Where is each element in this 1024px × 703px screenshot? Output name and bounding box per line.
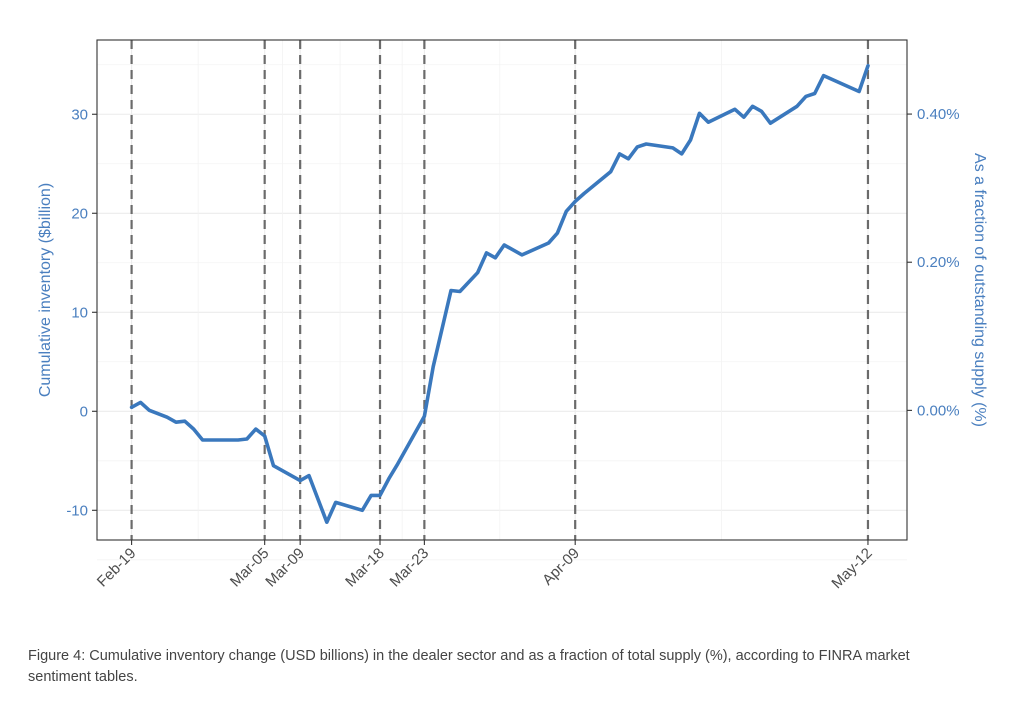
plot-panel-border bbox=[96, 39, 908, 541]
right-y-axis-title: As a fraction of outstanding supply (%) bbox=[971, 153, 988, 427]
series-layer bbox=[129, 63, 870, 525]
y-tick-label: 10 bbox=[71, 304, 88, 321]
y-tick-label: 0 bbox=[80, 403, 88, 420]
x-tick-label: May-12 bbox=[828, 545, 875, 592]
x-tick-label: Mar-23 bbox=[387, 545, 433, 591]
y-tick-label: 30 bbox=[71, 106, 88, 123]
x-tick-label: Feb-19 bbox=[94, 545, 140, 591]
x-tick-label: Mar-05 bbox=[227, 545, 273, 591]
y2-tick-label: 0.40% bbox=[917, 106, 960, 123]
x-tick-label: Apr-09 bbox=[539, 545, 583, 589]
figure-caption: Figure 4: Cumulative inventory change (U… bbox=[28, 648, 910, 685]
series-line-0 bbox=[129, 63, 870, 525]
right-y-axis: 0.00% 0.20% 0.40% bbox=[907, 106, 960, 419]
grid-lines bbox=[97, 40, 907, 561]
x-tick-label: Mar-18 bbox=[342, 545, 388, 591]
y-tick-label: -10 bbox=[66, 502, 88, 519]
y2-tick-label: 0.00% bbox=[917, 402, 960, 419]
x-tick-label: Mar-09 bbox=[262, 545, 308, 591]
y2-tick-label: 0.20% bbox=[917, 254, 960, 271]
event-vertical-lines bbox=[130, 40, 870, 540]
y-tick-label: 20 bbox=[71, 205, 88, 222]
left-y-axis: -10 0 10 20 30 bbox=[66, 106, 97, 519]
left-y-axis-title: Cumulative inventory ($billion) bbox=[37, 183, 54, 397]
